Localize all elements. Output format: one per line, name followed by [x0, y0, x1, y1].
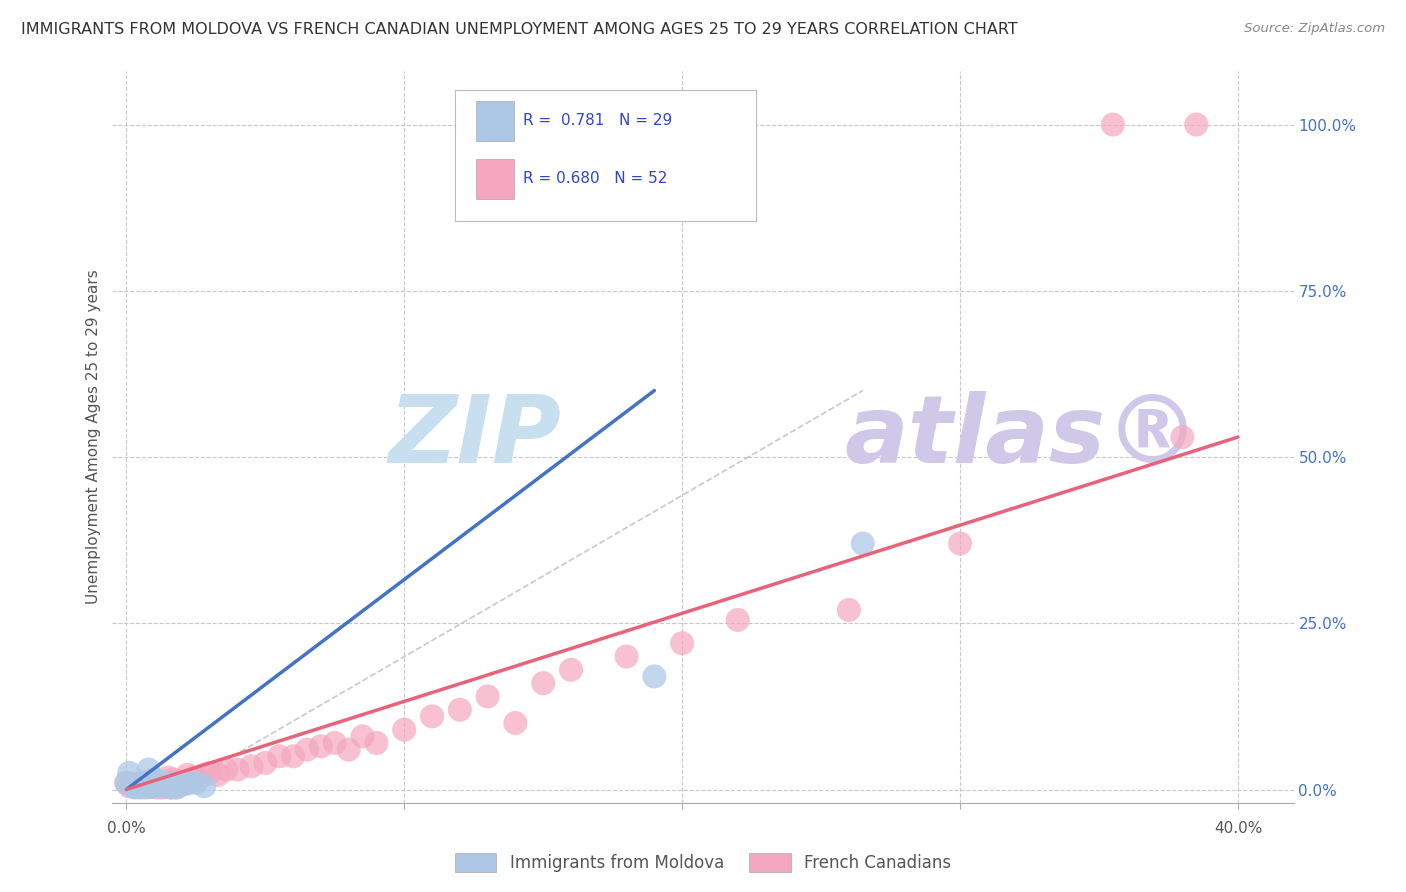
Point: [366, 736, 388, 750]
Point: [141, 780, 163, 794]
Point: [1102, 118, 1125, 132]
Point: [118, 765, 141, 780]
Point: [129, 777, 152, 791]
Point: [323, 736, 346, 750]
Point: [187, 772, 209, 787]
Text: IMMIGRANTS FROM MOLDOVA VS FRENCH CANADIAN UNEMPLOYMENT AMONG AGES 25 TO 29 YEAR: IMMIGRANTS FROM MOLDOVA VS FRENCH CANADI…: [21, 22, 1018, 37]
Point: [281, 749, 304, 764]
Point: [616, 649, 638, 664]
Point: [295, 742, 318, 756]
Text: 40.0%: 40.0%: [1213, 821, 1263, 836]
Point: [124, 778, 146, 792]
Point: [152, 780, 174, 795]
Point: [167, 778, 190, 792]
Text: R =  0.781   N = 29: R = 0.781 N = 29: [523, 113, 672, 128]
Point: [176, 768, 198, 782]
Point: [477, 690, 499, 704]
Point: [165, 780, 187, 795]
Point: [193, 768, 215, 782]
Point: [121, 777, 143, 791]
Point: [162, 772, 184, 787]
Point: [198, 765, 221, 780]
Point: [135, 780, 157, 794]
Point: [727, 613, 749, 627]
Point: [143, 772, 166, 787]
Point: [1185, 118, 1208, 132]
Point: [420, 709, 443, 723]
Y-axis label: Unemployment Among Ages 25 to 29 years: Unemployment Among Ages 25 to 29 years: [86, 269, 101, 605]
Point: [124, 780, 146, 794]
Point: [671, 636, 693, 650]
Point: [240, 759, 263, 773]
Point: [132, 776, 155, 790]
Point: [394, 723, 416, 737]
Text: R = 0.680   N = 52: R = 0.680 N = 52: [523, 171, 668, 186]
Point: [118, 779, 141, 793]
Point: [132, 776, 155, 790]
Point: [127, 777, 149, 791]
Point: [115, 776, 138, 790]
Point: [226, 763, 249, 777]
Point: [176, 776, 198, 790]
Point: [135, 780, 157, 795]
Point: [157, 777, 180, 791]
Point: [162, 776, 184, 790]
Point: [643, 669, 665, 683]
Bar: [477, 101, 515, 141]
Point: [215, 763, 238, 777]
Point: [157, 771, 180, 785]
Point: [146, 780, 169, 795]
Point: [149, 778, 172, 792]
Point: [132, 780, 155, 794]
Point: [181, 771, 204, 785]
Point: [269, 749, 291, 764]
Point: [143, 777, 166, 791]
Point: [449, 703, 471, 717]
Point: [165, 780, 187, 795]
Point: [531, 676, 554, 690]
Point: [124, 779, 146, 793]
Point: [852, 536, 875, 550]
Point: [1171, 430, 1194, 444]
Text: ZIP: ZIP: [388, 391, 561, 483]
Point: [138, 774, 160, 789]
Point: [155, 779, 177, 793]
Point: [309, 739, 332, 754]
Point: [170, 776, 193, 790]
Point: [170, 778, 193, 792]
Point: [129, 780, 152, 795]
Point: [141, 780, 163, 794]
Point: [149, 774, 172, 789]
Text: atlas®: atlas®: [845, 391, 1201, 483]
Point: [121, 779, 143, 793]
Legend: Immigrants from Moldova, French Canadians: Immigrants from Moldova, French Canadian…: [449, 846, 957, 879]
Point: [254, 756, 277, 770]
FancyBboxPatch shape: [456, 90, 756, 221]
Point: [207, 768, 229, 782]
Point: [337, 742, 360, 756]
Point: [160, 780, 183, 795]
Point: [138, 763, 160, 777]
Point: [838, 603, 860, 617]
Point: [167, 774, 190, 789]
Point: [155, 779, 177, 793]
Point: [193, 779, 215, 793]
Text: Source: ZipAtlas.com: Source: ZipAtlas.com: [1244, 22, 1385, 36]
Point: [184, 776, 207, 790]
Point: [124, 780, 146, 795]
Point: [949, 536, 972, 550]
Text: 0.0%: 0.0%: [107, 821, 146, 836]
Point: [160, 780, 183, 795]
Point: [505, 716, 527, 731]
Point: [115, 776, 138, 790]
Point: [352, 729, 374, 743]
Point: [146, 779, 169, 793]
Point: [129, 780, 152, 794]
Point: [127, 779, 149, 793]
Bar: [477, 159, 515, 200]
Point: [560, 663, 582, 677]
